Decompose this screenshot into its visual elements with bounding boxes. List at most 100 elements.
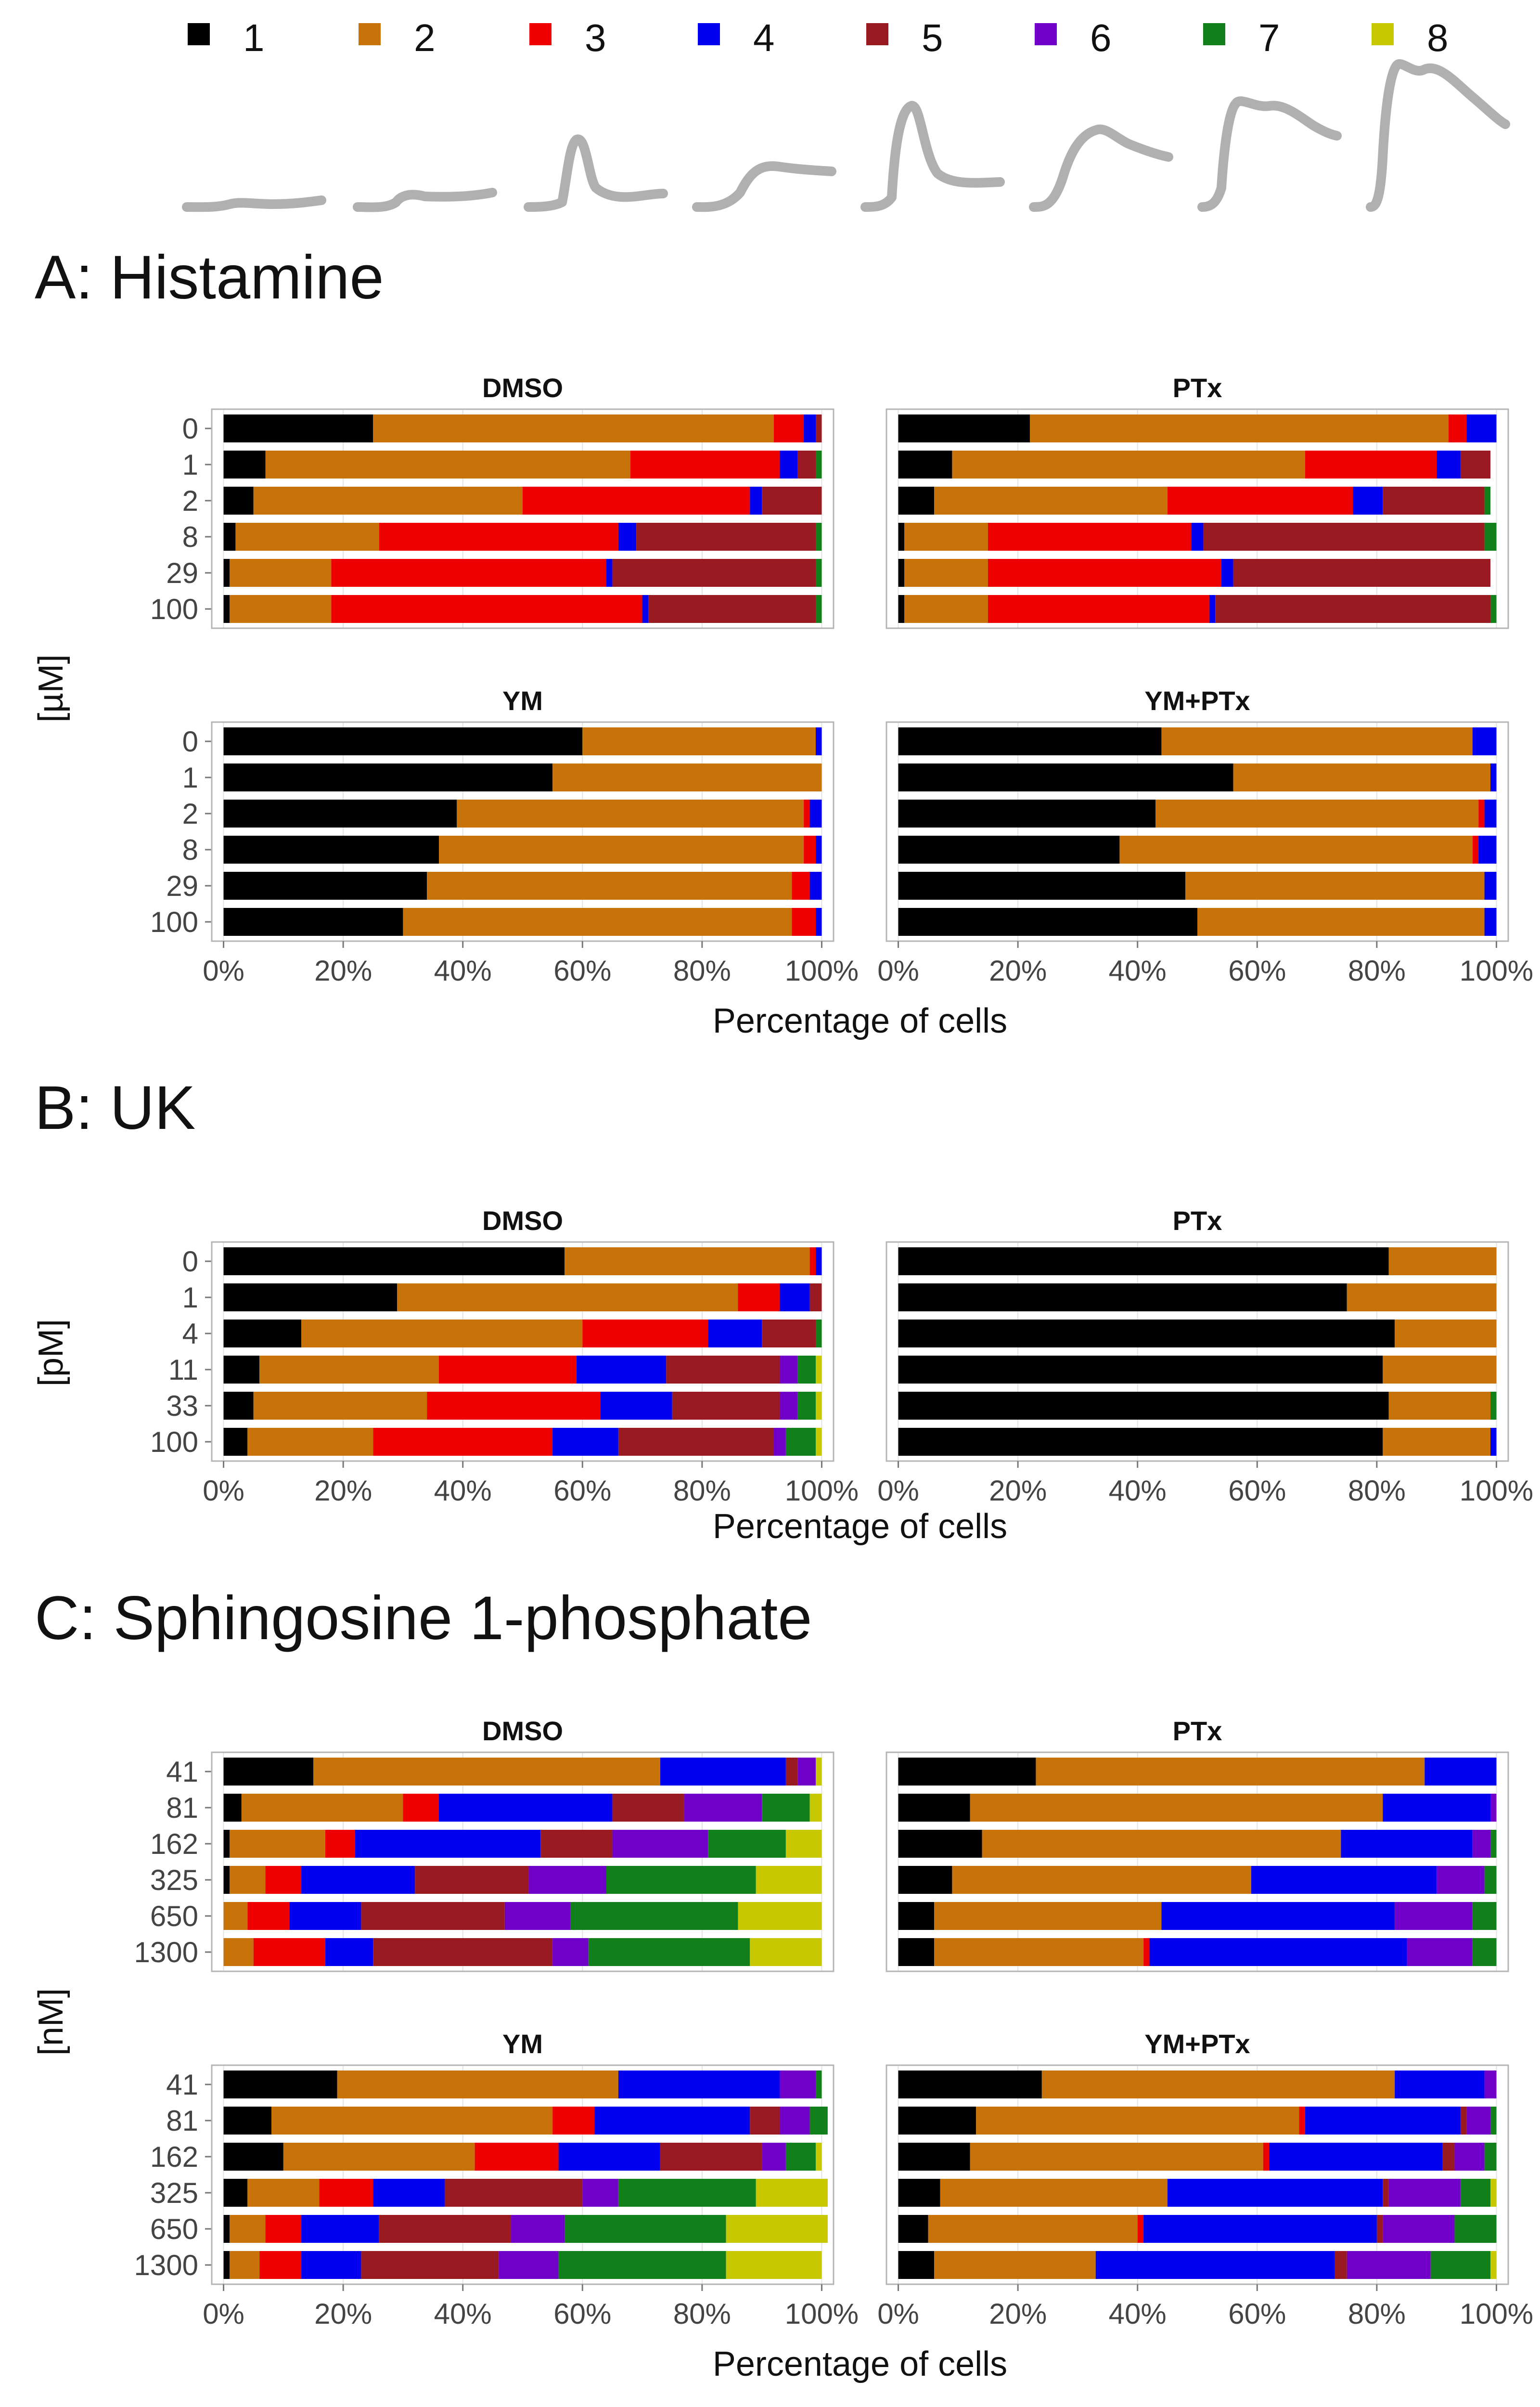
bar-segment-162-series-4 <box>558 2143 660 2171</box>
bar-segment-29-series-4 <box>606 559 613 587</box>
y-tick-label: 29 <box>166 870 198 902</box>
panel-0-dmso: DMSO 0 1 2 8 29 100 <box>150 373 834 629</box>
y-tick-label: 1 <box>182 762 198 794</box>
bar-segment-325-series-4 <box>1251 1866 1437 1894</box>
bar-segment-162-series-6 <box>762 2143 786 2171</box>
bar-segment-81-series-3 <box>403 1794 439 1822</box>
y-tick-label: 100 <box>150 906 198 938</box>
bar-segment-325-series-3 <box>265 1866 302 1894</box>
bar-segment-325-series-8 <box>756 2179 828 2207</box>
bar-segment-100-series-3 <box>792 908 816 936</box>
y-tick-label: 2 <box>182 485 198 517</box>
bar-segment-81-series-4 <box>1383 1794 1491 1822</box>
bar-segment-162-series-3 <box>1263 2143 1270 2171</box>
bar-segment-4-series-3 <box>582 1320 708 1347</box>
legend-label-7: 7 <box>1258 16 1280 59</box>
bar-segment-41-series-7 <box>816 2071 822 2098</box>
bar-segment-2-series-1 <box>898 487 935 515</box>
bar-segment-81-series-4 <box>438 1794 613 1822</box>
bar-segment-8-series-1 <box>223 836 439 864</box>
bar-segment-41-series-1 <box>898 2071 1042 2098</box>
panel-frame <box>886 1751 1509 1972</box>
response-trace-7-icon <box>1197 96 1342 212</box>
bar-segment-1300-series-7 <box>1430 2251 1491 2279</box>
bar-segment-162-series-2 <box>970 2143 1263 2171</box>
bar-segment-33-series-1 <box>898 1392 1389 1420</box>
bar-segment-650-series-7 <box>570 1902 738 1930</box>
panel-title: DMSO <box>482 1716 563 1746</box>
bar-segment-1300-series-5 <box>361 2251 499 2279</box>
bar-segment-0-series-1 <box>223 727 583 755</box>
bar-segment-11-series-5 <box>666 1356 780 1384</box>
bar-segment-650-series-3 <box>265 2215 302 2243</box>
bar-segment-41-series-4 <box>1424 1758 1497 1786</box>
bar-segment-4-series-4 <box>708 1320 762 1347</box>
x-axis-title-0: Percentage of cells <box>713 1002 1007 1040</box>
bar-segment-650-series-7 <box>1454 2215 1497 2243</box>
bar-segment-162-series-7 <box>785 2143 816 2171</box>
bar-segment-325-series-2 <box>247 2179 320 2207</box>
bar-segment-325-series-8 <box>1490 2179 1497 2207</box>
bar-segment-2-series-2 <box>457 800 804 828</box>
bar-segment-162-series-5 <box>1442 2143 1455 2171</box>
bar-segment-2-series-7 <box>1484 487 1491 515</box>
x-tick-label: 80% <box>1348 1475 1406 1507</box>
y-tick-label: 81 <box>166 1792 198 1824</box>
bar-segment-100-series-1 <box>898 908 1197 936</box>
bar-segment-8-series-1 <box>223 523 236 551</box>
bar-segment-81-series-4 <box>1305 2107 1461 2135</box>
bar-segment-29-series-3 <box>988 559 1221 587</box>
bar-segment-100-series-1 <box>223 595 230 623</box>
bar-segment-41-series-4 <box>660 1758 786 1786</box>
bar-segment-325-series-4 <box>1167 2179 1383 2207</box>
bar-segment-0-series-3 <box>809 1247 816 1275</box>
bar-segment-2-series-4 <box>1353 487 1383 515</box>
bar-segment-162-series-5 <box>660 2143 762 2171</box>
bar-segment-162-series-8 <box>816 2143 822 2171</box>
panel-title: YM <box>502 2029 543 2059</box>
bar-segment-1300-series-3 <box>259 2251 302 2279</box>
bar-segment-2-series-5 <box>762 487 822 515</box>
bar-segment-0-series-4 <box>804 414 816 442</box>
bar-segment-650-series-1 <box>223 2215 230 2243</box>
panel-title: YM+PTx <box>1144 2029 1250 2059</box>
bar-segment-8-series-3 <box>1472 836 1479 864</box>
bar-segment-2-series-3 <box>1167 487 1353 515</box>
bar-segment-1-series-7 <box>816 451 822 479</box>
bar-segment-650-series-4 <box>289 1902 361 1930</box>
response-trace-5-icon <box>860 101 1005 212</box>
bar-segment-1300-series-4 <box>325 1938 373 1966</box>
bar-segment-11-series-1 <box>223 1356 260 1384</box>
bar-segment-2-series-5 <box>1383 487 1485 515</box>
bar-segment-325-series-7 <box>618 2179 756 2207</box>
panel-frame <box>211 2064 834 2285</box>
bar-segment-650-series-5 <box>379 2215 511 2243</box>
bar-segment-1-series-2 <box>952 451 1305 479</box>
bar-segment-325-series-6 <box>1388 2179 1461 2207</box>
bar-segment-0-series-2 <box>373 414 774 442</box>
bar-segment-8-series-5 <box>1203 523 1485 551</box>
bar-segment-8-series-3 <box>379 523 618 551</box>
bar-segment-2-series-2 <box>1155 800 1479 828</box>
bar-segment-8-series-1 <box>898 523 904 551</box>
bar-segment-1300-series-6 <box>1347 2251 1431 2279</box>
bar-segment-29-series-2 <box>427 872 792 900</box>
bar-segment-650-series-2 <box>223 1902 248 1930</box>
bar-segment-81-series-8 <box>809 1794 822 1822</box>
bar-segment-41-series-1 <box>223 2071 337 2098</box>
panel-title: DMSO <box>482 1205 563 1236</box>
bar-segment-33-series-2 <box>1388 1392 1491 1420</box>
bar-segment-1-series-1 <box>898 1283 1347 1311</box>
y-tick-label: 162 <box>150 2141 198 2173</box>
bar-segment-1-series-4 <box>780 451 798 479</box>
bar-segment-8-series-5 <box>636 523 816 551</box>
bar-segment-325-series-7 <box>606 1866 756 1894</box>
bar-segment-29-series-1 <box>223 872 427 900</box>
bar-segment-2-series-4 <box>1484 800 1497 828</box>
bar-segment-33-series-7 <box>1490 1392 1497 1420</box>
bar-segment-81-series-3 <box>1299 2107 1305 2135</box>
bar-segment-4-series-7 <box>816 1320 822 1347</box>
